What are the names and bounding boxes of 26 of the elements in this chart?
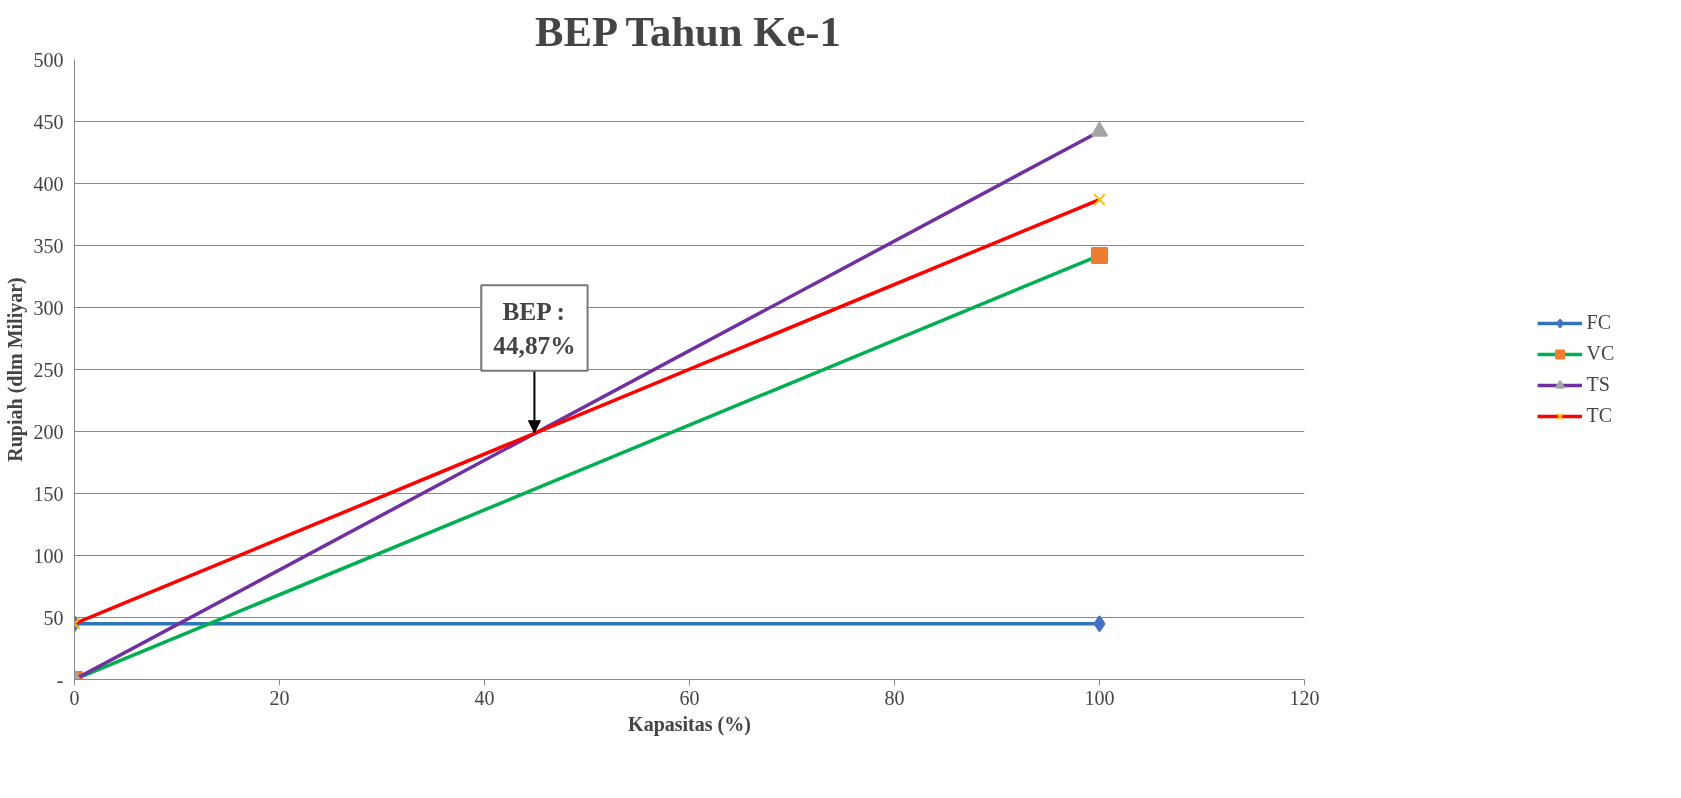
y-tick-label: 300 — [33, 296, 64, 319]
legend-label: TC — [1586, 404, 1613, 427]
y-tick-label: 150 — [33, 482, 64, 505]
x-tick-label: 100 — [1084, 686, 1115, 709]
y-axis-title: Rupiah (dlm Miliyar) — [3, 277, 27, 462]
y-tick-label: 50 — [43, 606, 64, 629]
y-tick-label: 400 — [33, 172, 64, 195]
legend-label: VC — [1586, 342, 1615, 365]
y-tick-label: 250 — [33, 358, 64, 381]
chart-title: BEP Tahun Ke-1 — [535, 7, 841, 55]
x-tick-label: 40 — [474, 686, 495, 709]
y-tick-label: 100 — [33, 544, 64, 567]
legend-label: FC — [1586, 311, 1612, 334]
x-axis-title: Kapasitas (%) — [628, 712, 751, 736]
annotation: BEP : 44,87% — [493, 297, 576, 359]
y-tick-label: - — [56, 668, 64, 691]
x-tick-label: 120 — [1289, 686, 1320, 709]
legend-label: TS — [1586, 373, 1610, 396]
y-tick-label: 200 — [33, 420, 64, 443]
x-tick-label: 20 — [269, 686, 290, 709]
y-tick-label: 500 — [33, 48, 64, 71]
x-tick-label: 0 — [69, 686, 80, 709]
x-tick-label: 80 — [884, 686, 905, 709]
y-tick-label: 450 — [33, 110, 64, 133]
y-tick-label: 350 — [33, 234, 64, 257]
x-tick-label: 60 — [679, 686, 700, 709]
